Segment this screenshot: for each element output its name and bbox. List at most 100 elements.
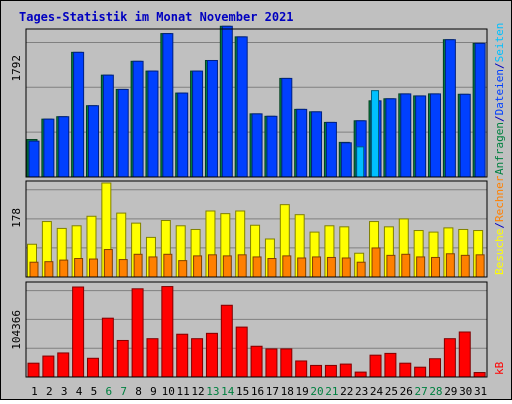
x-tick-label: 30 (459, 385, 472, 398)
bar-dateien-day-9 (147, 70, 159, 178)
legend-entry: Rechner (493, 175, 506, 222)
bar-rechner-day-6 (103, 249, 113, 278)
bar-rechner-day-28 (431, 256, 441, 278)
bar-dateien-day-26 (400, 93, 412, 178)
legend-entry: Seiten (493, 23, 506, 63)
bar-kb-day-1 (27, 362, 40, 378)
series-legend: Besuche/Rechner (493, 175, 506, 275)
bar-kb-day-5 (86, 357, 99, 378)
bar-rechner-day-11 (178, 260, 188, 278)
bar-kb-day-30 (458, 331, 471, 378)
bar-dateien-day-3 (58, 116, 70, 178)
bar-kb-day-8 (131, 288, 144, 378)
bar-rechner-day-29 (445, 253, 455, 278)
bar-kb-day-24 (369, 354, 382, 378)
x-tick-label: 18 (281, 385, 294, 398)
legend-entry: / (493, 62, 506, 69)
bar-kb-day-12 (191, 338, 204, 378)
bar-rechner-day-8 (133, 253, 143, 278)
bar-kb-day-4 (72, 286, 85, 378)
bar-kb-day-3 (57, 352, 70, 378)
bar-rechner-day-12 (193, 255, 203, 278)
x-tick-label: 6 (105, 385, 112, 398)
bar-rechner-day-4 (74, 258, 84, 278)
panel-frame (25, 180, 488, 278)
legend-entry: Dateien (493, 69, 506, 115)
bar-rechner-day-30 (460, 254, 470, 278)
y-axis-max-label: 104366 (10, 310, 23, 350)
x-tick-label: 7 (120, 385, 127, 398)
bar-dateien-day-1 (28, 140, 40, 178)
bar-dateien-day-13 (206, 59, 218, 178)
bar-kb-day-15 (235, 326, 248, 378)
legend-entry: kB (493, 361, 506, 375)
bar-rechner-day-16 (252, 256, 262, 278)
bar-kb-day-17 (265, 348, 278, 378)
bar-rechner-day-18 (282, 255, 292, 278)
x-tick-label: 1 (31, 385, 38, 398)
x-tick-label: 20 (310, 385, 323, 398)
x-tick-label: 8 (135, 385, 142, 398)
x-tick-label: 26 (400, 385, 413, 398)
bar-dateien-day-20 (311, 111, 323, 178)
bar-kb-day-26 (399, 362, 412, 378)
bar-rechner-day-17 (267, 258, 277, 278)
bar-rechner-day-1 (29, 261, 39, 278)
bar-dateien-day-30 (459, 93, 471, 178)
bar-rechner-day-23 (356, 261, 366, 278)
bar-seiten-day-24 (371, 90, 380, 178)
bar-rechner-day-13 (207, 254, 217, 278)
bar-rechner-day-25 (386, 254, 396, 278)
bar-dateien-day-17 (266, 115, 278, 178)
bar-dateien-day-6 (102, 74, 114, 178)
x-tick-label: 24 (370, 385, 384, 398)
bar-rechner-day-21 (326, 256, 336, 278)
legend-entry: / (493, 115, 506, 122)
x-tick-label: 3 (61, 385, 68, 398)
legend-entry: / (493, 222, 506, 229)
bar-seiten-day-23 (356, 146, 365, 178)
bar-rechner-day-27 (416, 256, 426, 278)
x-tick-label: 14 (221, 385, 235, 398)
bar-dateien-day-29 (444, 39, 456, 178)
bar-kb-day-2 (42, 355, 55, 378)
legend-entry: Besuche (493, 229, 506, 275)
bar-kb-day-20 (310, 364, 323, 378)
bar-dateien-day-18 (281, 77, 293, 178)
x-tick-label: 27 (414, 385, 427, 398)
bar-kb-day-19 (295, 360, 308, 378)
bar-dateien-day-4 (73, 51, 85, 178)
x-tick-label: 25 (385, 385, 398, 398)
x-tick-label: 23 (355, 385, 368, 398)
bar-dateien-day-25 (385, 98, 397, 178)
x-tick-label: 19 (295, 385, 308, 398)
bar-kb-day-29 (443, 338, 456, 378)
x-tick-label: 4 (76, 385, 83, 398)
bar-kb-day-11 (176, 333, 189, 378)
bar-kb-day-13 (205, 332, 218, 378)
bar-kb-day-6 (101, 317, 114, 378)
bar-rechner-day-26 (401, 253, 411, 278)
x-tick-label: 13 (206, 385, 219, 398)
bar-kb-day-25 (384, 352, 397, 378)
bar-dateien-day-7 (117, 88, 129, 178)
series-legend: kB (493, 361, 506, 375)
bar-dateien-day-12 (192, 70, 204, 178)
x-tick-label: 31 (474, 385, 487, 398)
bar-dateien-day-14 (221, 25, 233, 178)
x-tick-label: 15 (236, 385, 249, 398)
x-tick-label: 12 (191, 385, 204, 398)
chart-title: Tages-Statistik im Monat November 2021 (19, 10, 294, 24)
bar-kb-day-10 (161, 286, 174, 378)
bar-kb-day-18 (280, 348, 293, 378)
x-tick-label: 28 (429, 385, 442, 398)
x-tick-label: 10 (162, 385, 175, 398)
bar-rechner-day-3 (59, 259, 69, 278)
bar-kb-day-7 (116, 339, 129, 378)
panel-frame (25, 28, 488, 178)
bar-rechner-day-22 (341, 257, 351, 278)
bar-dateien-day-16 (251, 113, 263, 178)
bar-dateien-day-8 (132, 60, 144, 178)
bar-kb-day-28 (429, 358, 442, 378)
